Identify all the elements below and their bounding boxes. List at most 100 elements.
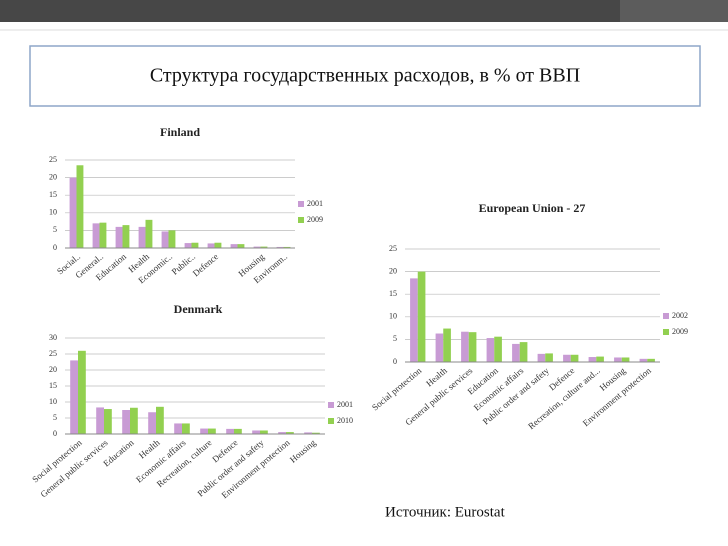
y-tick-label: 10 (49, 397, 57, 406)
bar (70, 360, 78, 434)
bar (207, 243, 215, 248)
bar (226, 428, 234, 434)
bar (122, 410, 130, 434)
bar (184, 243, 192, 248)
y-tick-label: 5 (53, 225, 57, 234)
bar (435, 333, 444, 362)
legend-swatch (298, 217, 304, 223)
bar (78, 350, 86, 434)
x-tick-label: Defence (191, 251, 220, 278)
bar (168, 230, 176, 248)
legend-label: 2001 (307, 199, 323, 208)
legend-label: 2009 (307, 215, 323, 224)
chart-title: European Union - 27 (479, 201, 586, 215)
bar (174, 423, 182, 434)
y-tick-label: 15 (49, 190, 57, 199)
bar (130, 407, 138, 434)
bar (563, 354, 571, 362)
legend-label: 2002 (672, 311, 688, 320)
bar (69, 177, 77, 248)
bar (145, 219, 153, 248)
top-bar (0, 0, 728, 22)
bar (647, 358, 655, 362)
legend-swatch (663, 313, 669, 319)
source: Источник: Eurostat (385, 504, 506, 520)
bar (614, 357, 622, 362)
bar (191, 242, 199, 248)
legend-label: 2009 (672, 327, 688, 336)
bar (410, 278, 418, 362)
y-tick-label: 15 (49, 381, 57, 390)
bar (182, 423, 190, 434)
y-tick-label: 15 (389, 289, 397, 298)
bar (512, 343, 520, 362)
y-tick-label: 0 (393, 357, 397, 366)
bar (304, 432, 312, 434)
y-tick-label: 20 (49, 172, 57, 181)
bar (237, 244, 245, 248)
y-tick-label: 20 (389, 266, 397, 275)
y-tick-label: 5 (393, 334, 397, 343)
bar (286, 432, 294, 434)
bar (486, 338, 495, 362)
y-tick-label: 20 (49, 365, 57, 374)
bar (588, 357, 597, 362)
bar (278, 432, 286, 434)
bar (639, 358, 648, 362)
bar (260, 430, 268, 434)
y-tick-label: 10 (389, 312, 397, 321)
bar (276, 246, 284, 248)
chart-title: Finland (160, 125, 200, 139)
legend-label: 2001 (337, 400, 353, 409)
legend-swatch (328, 402, 334, 408)
legend-swatch (298, 201, 304, 207)
bar (519, 342, 528, 362)
legend-swatch (663, 329, 669, 335)
y-tick-label: 10 (49, 208, 57, 217)
bar (494, 336, 502, 362)
legend-swatch (328, 418, 334, 424)
bar (596, 356, 604, 362)
bar (234, 428, 242, 434)
y-tick-label: 25 (389, 244, 397, 253)
legend-label: 2010 (337, 416, 353, 425)
slide-title: Структура государственных расходов, в % … (150, 65, 580, 87)
bar (115, 226, 123, 248)
chart-title: Denmark (174, 302, 223, 316)
bar (138, 226, 146, 248)
bar (621, 357, 630, 362)
bar (104, 409, 112, 434)
bar (468, 332, 477, 362)
y-tick-label: 25 (49, 155, 57, 164)
y-tick-label: 30 (49, 333, 57, 342)
bar (99, 222, 107, 248)
bar (230, 244, 238, 248)
y-tick-label: 25 (49, 349, 57, 358)
bar (96, 407, 104, 434)
bar (214, 242, 222, 248)
bar (461, 331, 469, 362)
top-bar-accent (620, 0, 728, 22)
x-tick-label: Housing (288, 437, 318, 465)
bar (417, 271, 426, 362)
bar (161, 231, 169, 248)
bar (200, 428, 208, 434)
bar (156, 406, 164, 434)
bar (570, 354, 579, 362)
bar (122, 225, 130, 248)
y-tick-label: 0 (53, 243, 57, 252)
bar (208, 428, 216, 434)
y-tick-label: 0 (53, 429, 57, 438)
x-tick-label: Social protection (370, 365, 424, 412)
bar (252, 430, 260, 434)
title-box (29, 45, 701, 107)
bar (283, 246, 291, 248)
y-tick-label: 5 (53, 413, 57, 422)
bar (312, 432, 320, 434)
bar (260, 246, 268, 248)
bar (545, 353, 553, 362)
bar (253, 246, 261, 248)
bar (148, 412, 156, 434)
bar (92, 223, 100, 248)
